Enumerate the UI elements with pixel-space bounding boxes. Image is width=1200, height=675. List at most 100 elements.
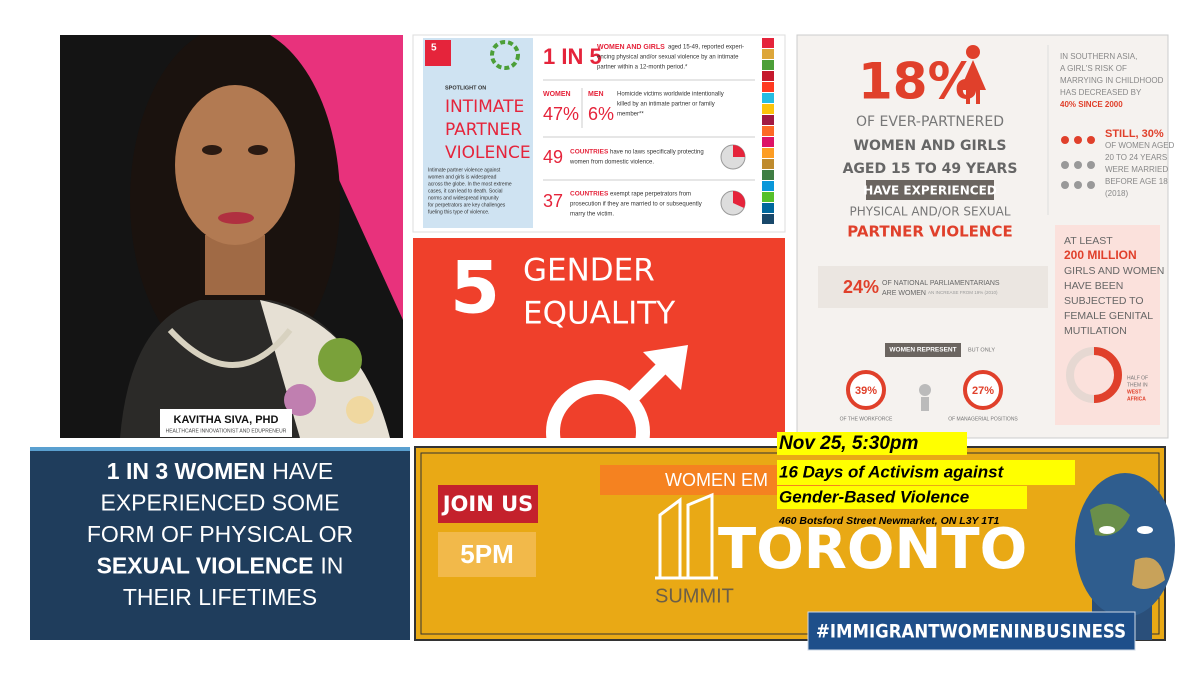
still-line: (2018) [1105,189,1128,198]
workforce-value: 39% [855,385,877,397]
necklace [167,327,293,368]
still-line: STILL, 30% [1105,128,1164,140]
quote-line: 1 IN 3 WOMEN HAVE [107,458,333,484]
person-icon [1061,161,1069,169]
caption-name: KAVITHA SIVA, PHD [174,414,279,426]
fgm-note-line: HALF OF [1127,375,1148,381]
photo-panel: KAVITHA SIVA, PHD HEALTHCARE INNOVATIONI… [60,35,403,438]
person-icon [1074,161,1082,169]
quote-line: SEXUAL VIOLENCE IN [97,553,344,579]
pie-icon-slice [733,190,746,208]
workforce-text: OF THE WORKFORCE [840,416,893,422]
stat-figure: 37 [543,191,563,211]
eye [1137,526,1153,534]
ipv-body-line: cases, it can lead to death. Social [428,188,503,194]
summit-banner-text: WOMEN EM [665,470,768,490]
symbol-ring [546,380,650,438]
ipv-panel: 5 SPOTLIGHT ON INTIMATE PARTNER VIOLENCE… [412,34,786,233]
stat-text: member** [617,112,644,118]
person-icon [1074,136,1082,144]
still-line: WERE MARRIED [1105,165,1168,174]
facts-badge-text: HAVE EXPERIENCED [863,184,997,198]
ipv-heading: VIOLENCE [445,143,531,163]
goal-panel: 5 GENDER EQUALITY [413,238,785,438]
sdg-block [762,38,774,48]
sdg-block [762,60,774,70]
event-address: 460 Botsford Street Newmarket, ON L3Y 1T… [778,515,1000,527]
event-details: Nov 25, 5:30pm 16 Days of Activism again… [777,432,1075,527]
stat-label: MEN [588,91,604,98]
parliament-box [818,266,1048,308]
summit-text: SUMMIT [655,585,734,607]
quote-run: IN [320,553,343,579]
person-icon [1061,136,1069,144]
stat-text: marry the victim. [570,212,614,218]
photo-accent [250,35,403,320]
woman-icon [960,60,986,90]
woman-icon [966,90,970,104]
stat-label: WOMEN [543,91,571,98]
asia-line: IN SOUTHERN ASIA, [1060,52,1137,61]
sdg-block [762,104,774,114]
parliament-text: ARE WOMEN [882,290,926,297]
stat-figure: 6% [588,104,614,124]
still-line: 20 TO 24 YEARS [1105,153,1167,162]
eye [202,145,222,155]
facts-line: OF EVER-PARTNERED [856,114,1004,130]
caption-box [160,409,292,437]
flower [318,338,362,382]
goal-logo [425,40,451,66]
stat-text: encing physical and/or sexual violence b… [597,55,739,61]
time-box [438,532,536,577]
quote-line: FORM OF PHYSICAL OR [87,521,353,547]
hashtag: #IMMIGRANTWOMENINBUSINESS [816,621,1126,643]
parliament-note: AN INCREASE FROM 19% (2010) [928,290,998,295]
stat-lead: WOMEN AND GIRLS [597,44,665,51]
ipv-body-line: across the globe. In the most extreme [428,181,512,187]
highlight [777,432,967,455]
person-icon [1061,181,1069,189]
person-icon [1087,161,1095,169]
fgm-line: AT LEAST [1064,235,1113,247]
asia-line: HAS DECREASED BY [1060,88,1142,97]
continent [1090,503,1130,536]
facts-line: PHYSICAL AND/OR SEXUAL [850,205,1011,219]
sdg-block [762,126,774,136]
tower [686,492,714,578]
facts-headline: 18% [858,53,978,111]
ipv-body-line: norms and widespread impunity [428,195,499,201]
sdg-block [762,170,774,180]
fgm-note-line: AFRICA [1127,396,1146,402]
person-icon [1074,181,1082,189]
ipv-heading: INTIMATE [445,97,524,117]
represent-but: BUT ONLY [968,347,995,353]
woman-icon [921,397,929,411]
flower [284,384,316,416]
ipv-sidebar [423,38,533,228]
sdg-block [762,82,774,92]
event-panel: JOIN US 5PM WOMEN EM TORONTO SUMMIT [414,446,1166,641]
quote-run: FORM OF PHYSICAL OR [87,521,353,547]
sdg-block [762,148,774,158]
stat-figure: 1 IN 5 [543,44,602,69]
goal-title: EQUALITY [523,296,675,332]
people-icons [1061,161,1095,189]
sdg-wheel [490,40,520,70]
woman-icon [976,90,980,104]
quote-bg [30,447,410,640]
quote-run: THEIR LIFETIMES [123,584,317,610]
event-title: Gender-Based Violence [779,487,969,506]
parliament-text: OF NATIONAL PARLIAMENTARIANS [882,280,1000,287]
managers-ring [963,370,1003,410]
quote-line: THEIR LIFETIMES [123,584,317,610]
sdg-block [762,49,774,59]
sdg-block [762,181,774,191]
parliament-value: 24% [843,277,879,297]
quote-run: HAVE [272,458,333,484]
city-icon [655,492,718,580]
